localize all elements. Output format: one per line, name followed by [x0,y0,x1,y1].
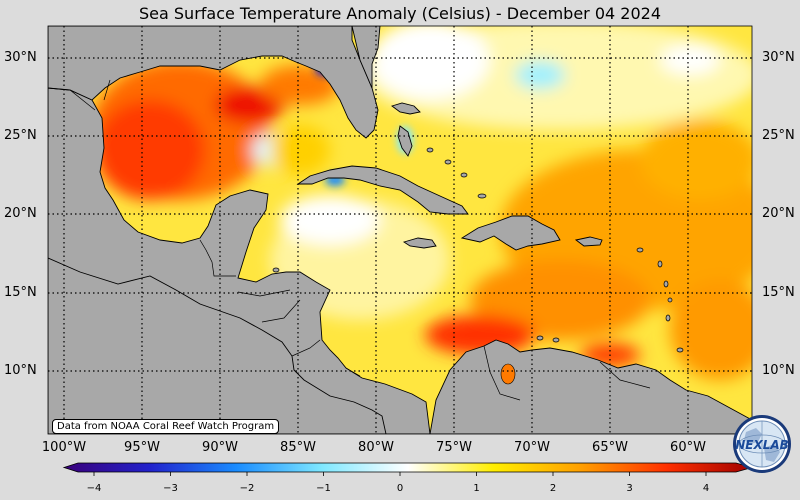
lon-label: 70°W [514,440,550,455]
map-plot-area [48,26,752,434]
colorbar-tick-label: 0 [396,483,404,494]
colorbar-tick-label: −1 [316,483,331,494]
lat-label-left: 10°N [4,363,37,378]
colorbar-tick-label: 4 [702,483,710,494]
nexlab-globe-logo[interactable]: NEXLAB [732,414,792,474]
lon-label: 80°W [358,440,394,455]
lat-label-right: 30°N [762,50,795,65]
land-puerto-rico [574,236,603,247]
map-frame [47,25,753,435]
land-grand-bahama [391,102,421,115]
colorbar-tick-label: 1 [473,483,480,494]
land-masses [48,26,752,434]
map-title: Sea Surface Temperature Anomaly (Celsius… [139,4,661,23]
lon-label: 75°W [436,440,472,455]
logo-text: NEXLAB [735,438,789,452]
land-southeast-us [351,26,381,89]
land-jamaica [402,237,437,249]
colorbar-tick-label: 3 [626,483,633,494]
colorbar-tick-label: 2 [549,483,557,494]
gridlines [48,26,752,434]
country-borders [48,79,651,401]
lat-label-left: 15°N [4,285,37,300]
lat-label-right: 25°N [762,128,795,143]
colorbar-tick-label: −4 [86,483,102,494]
lat-label-right: 15°N [762,285,795,300]
lon-label: 65°W [592,440,628,455]
lon-label: 100°W [41,440,87,455]
lake-maracaibo [500,363,516,385]
lon-label: 85°W [280,440,316,455]
land-south-america [429,339,752,434]
lon-label: 60°W [670,440,706,455]
lon-label: 95°W [124,440,160,455]
data-credit: Data from NOAA Coral Reef Watch Program [52,419,280,434]
land-hispaniola [460,215,561,251]
land-north-america [48,26,431,434]
lat-label-left: 20°N [4,206,37,221]
lat-label-right: 20°N [762,206,795,221]
lat-label-right: 10°N [762,363,795,378]
colorbar [62,462,754,476]
small-islands [272,147,684,353]
lat-label-left: 25°N [4,128,37,143]
land-andros [397,125,413,157]
lon-label: 90°W [202,440,238,455]
colorbar-tick-label: −3 [163,483,178,494]
lat-label-left: 30°N [4,50,37,65]
colorbar-tick-label: −2 [239,483,255,494]
